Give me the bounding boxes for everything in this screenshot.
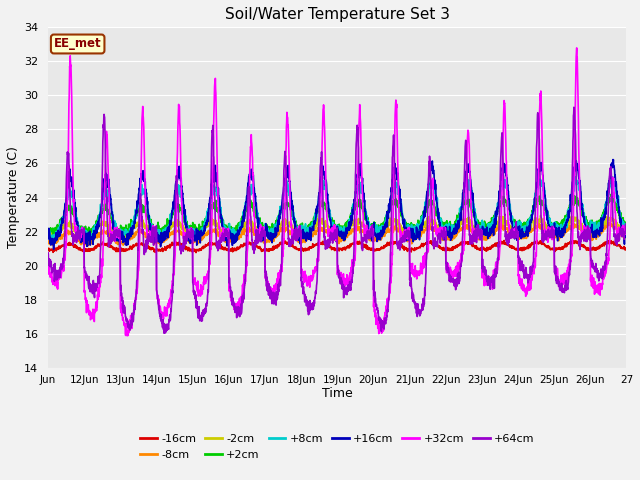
-8cm bbox=[372, 235, 380, 241]
-16cm bbox=[623, 246, 630, 252]
Legend: -16cm, -8cm, -2cm, +2cm, +8cm, +16cm, +32cm, +64cm: -16cm, -8cm, -2cm, +2cm, +8cm, +16cm, +3… bbox=[136, 430, 539, 464]
-8cm bbox=[545, 230, 552, 236]
-8cm bbox=[102, 228, 110, 234]
+8cm bbox=[51, 238, 59, 244]
+32cm bbox=[512, 231, 520, 237]
Line: +8cm: +8cm bbox=[48, 177, 627, 241]
+64cm bbox=[44, 250, 52, 255]
-16cm bbox=[102, 242, 109, 248]
+32cm bbox=[124, 333, 131, 339]
-16cm bbox=[44, 246, 52, 252]
Y-axis label: Temperature (C): Temperature (C) bbox=[7, 146, 20, 249]
+2cm bbox=[102, 206, 110, 212]
+16cm bbox=[50, 246, 58, 252]
+64cm bbox=[570, 104, 578, 110]
+8cm bbox=[102, 188, 110, 193]
+8cm bbox=[512, 226, 520, 232]
-16cm bbox=[533, 238, 541, 243]
+32cm bbox=[227, 289, 235, 295]
-16cm bbox=[512, 247, 520, 252]
-8cm bbox=[512, 234, 520, 240]
-2cm bbox=[537, 213, 545, 218]
X-axis label: Time: Time bbox=[322, 387, 353, 400]
+2cm bbox=[227, 227, 235, 232]
+32cm bbox=[615, 224, 623, 230]
Line: +32cm: +32cm bbox=[48, 48, 627, 336]
+16cm bbox=[545, 222, 552, 228]
Line: -8cm: -8cm bbox=[48, 222, 627, 245]
-2cm bbox=[512, 228, 520, 234]
+16cm bbox=[44, 233, 52, 239]
-2cm bbox=[44, 229, 52, 235]
+2cm bbox=[615, 205, 623, 211]
Line: +16cm: +16cm bbox=[48, 159, 627, 249]
+2cm bbox=[545, 212, 552, 217]
+64cm bbox=[615, 239, 623, 244]
Line: -2cm: -2cm bbox=[48, 216, 627, 239]
+64cm bbox=[160, 330, 168, 336]
+16cm bbox=[227, 230, 235, 236]
+32cm bbox=[573, 45, 580, 51]
-8cm bbox=[623, 232, 630, 238]
-16cm bbox=[545, 245, 552, 251]
+16cm bbox=[102, 170, 110, 176]
+32cm bbox=[545, 224, 552, 230]
+32cm bbox=[372, 313, 380, 319]
+64cm bbox=[102, 169, 109, 175]
+32cm bbox=[44, 271, 52, 277]
+8cm bbox=[615, 202, 623, 207]
+32cm bbox=[623, 228, 630, 234]
+64cm bbox=[227, 288, 235, 293]
-2cm bbox=[227, 233, 235, 239]
+2cm bbox=[372, 224, 380, 229]
-16cm bbox=[615, 242, 623, 248]
+2cm bbox=[623, 224, 630, 229]
Line: -16cm: -16cm bbox=[48, 240, 627, 252]
+64cm bbox=[372, 301, 380, 307]
+64cm bbox=[545, 227, 552, 232]
+2cm bbox=[512, 225, 520, 231]
Line: +2cm: +2cm bbox=[48, 194, 627, 236]
+16cm bbox=[615, 205, 623, 211]
-8cm bbox=[44, 239, 52, 245]
-16cm bbox=[227, 246, 235, 252]
+2cm bbox=[44, 227, 52, 232]
-2cm bbox=[102, 219, 109, 225]
-8cm bbox=[615, 227, 623, 232]
+8cm bbox=[44, 233, 52, 239]
-16cm bbox=[372, 247, 380, 253]
+16cm bbox=[609, 156, 617, 162]
+2cm bbox=[83, 233, 90, 239]
+8cm bbox=[623, 223, 630, 228]
Title: Soil/Water Temperature Set 3: Soil/Water Temperature Set 3 bbox=[225, 7, 450, 22]
+16cm bbox=[372, 234, 380, 240]
-8cm bbox=[606, 219, 614, 225]
-2cm bbox=[623, 227, 630, 233]
+8cm bbox=[372, 227, 380, 233]
-8cm bbox=[49, 242, 56, 248]
+64cm bbox=[512, 235, 520, 241]
+8cm bbox=[227, 229, 235, 235]
+16cm bbox=[623, 229, 630, 235]
+8cm bbox=[545, 219, 552, 225]
+2cm bbox=[607, 192, 615, 197]
-2cm bbox=[372, 229, 380, 235]
+16cm bbox=[512, 231, 520, 237]
+8cm bbox=[572, 174, 580, 180]
-2cm bbox=[120, 236, 128, 241]
-2cm bbox=[545, 226, 552, 232]
-2cm bbox=[615, 226, 623, 231]
+64cm bbox=[623, 229, 630, 235]
Text: EE_met: EE_met bbox=[54, 37, 102, 50]
-16cm bbox=[192, 250, 200, 255]
-8cm bbox=[227, 239, 235, 245]
+32cm bbox=[102, 144, 109, 149]
Line: +64cm: +64cm bbox=[48, 107, 627, 333]
